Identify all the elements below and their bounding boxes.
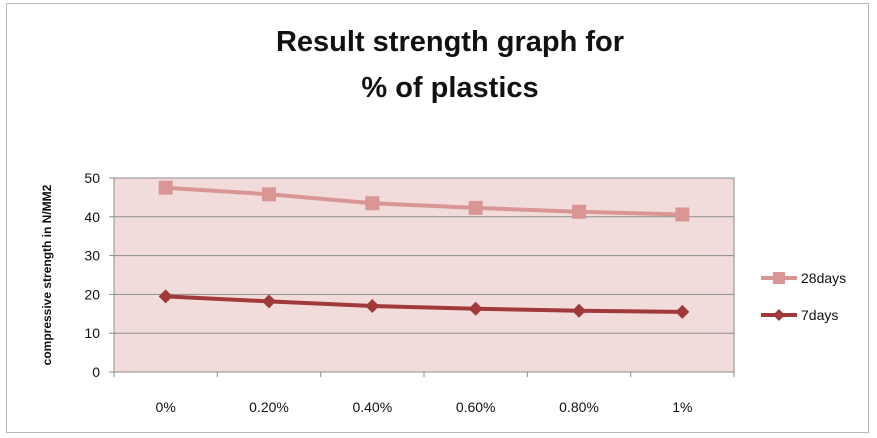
x-tick-label: 0% bbox=[156, 399, 176, 415]
data-point-28days bbox=[675, 207, 690, 222]
data-point-7days bbox=[365, 299, 380, 314]
y-tick-label: 40 bbox=[84, 209, 100, 225]
data-point-28days bbox=[365, 196, 380, 211]
data-point-28days bbox=[262, 187, 276, 202]
y-tick-label: 20 bbox=[84, 286, 100, 302]
data-point-7days bbox=[572, 303, 586, 318]
y-tick-label: 30 bbox=[84, 248, 100, 264]
legend-label-28days: 28days bbox=[801, 270, 846, 286]
y-tick-label: 0 bbox=[92, 364, 100, 380]
x-tick-label: 1% bbox=[672, 399, 692, 415]
data-point-28days bbox=[158, 180, 173, 195]
data-point-28days bbox=[572, 204, 586, 219]
x-tick-label: 0.40% bbox=[352, 399, 392, 415]
series-line-7days bbox=[165, 294, 683, 314]
data-point-7days bbox=[468, 301, 483, 316]
x-tick-label: 0.80% bbox=[559, 399, 599, 415]
x-tick-label: 0.60% bbox=[456, 399, 496, 415]
y-tick-label: 50 bbox=[84, 170, 100, 186]
data-point-7days bbox=[675, 304, 690, 319]
chart-title-line-2: % of plastics bbox=[361, 72, 539, 104]
data-point-7days bbox=[158, 289, 173, 304]
data-point-7days bbox=[262, 294, 276, 309]
legend-label-7days: 7days bbox=[801, 307, 838, 323]
legend-marker-28days bbox=[773, 272, 785, 284]
plot-area bbox=[113, 177, 735, 373]
legend-marker-7days bbox=[773, 309, 785, 321]
y-tick-label: 10 bbox=[84, 325, 100, 341]
chart-title-line-1: Result strength graph for bbox=[275, 26, 624, 58]
x-tick-label: 0.20% bbox=[249, 399, 289, 415]
series-line-28days bbox=[165, 185, 683, 217]
data-point-28days bbox=[468, 200, 483, 215]
